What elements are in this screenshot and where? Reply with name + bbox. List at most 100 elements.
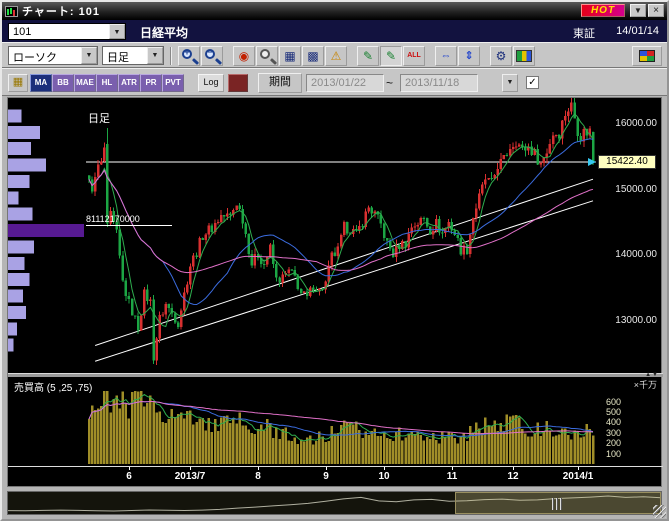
chart-navigator[interactable] [7, 491, 662, 515]
chart-type-select[interactable]: ローソク ▼ [8, 46, 98, 65]
splitter-arrows[interactable]: ▲▼ [645, 372, 659, 378]
grid-icon: ▦ [284, 49, 296, 63]
collapse-up-icon[interactable]: ▲ [645, 372, 653, 378]
collapse-down-icon[interactable]: ▼ [652, 372, 659, 378]
grid-button[interactable]: ▦ [279, 46, 301, 66]
toolbar-separator [170, 47, 172, 65]
delete-all-icon: ALL [407, 52, 421, 59]
chart-area: 日足 81112170000 15422.40 16000.00 15000.00… [7, 97, 663, 487]
time-tick-mark [452, 467, 453, 470]
grid-settings-button[interactable]: ▦ [8, 74, 28, 92]
time-tick-mark [513, 467, 514, 470]
date-dropdown-button[interactable]: ▼ [502, 74, 518, 92]
indicator-pr-button[interactable]: PR [140, 74, 162, 92]
fit-width-button[interactable]: ⇔ [435, 46, 457, 66]
draw-line-alt-button[interactable]: ✎ [380, 46, 402, 66]
chart-type-value: ローソク [13, 52, 57, 64]
volume-tick-label: 400 [606, 417, 622, 427]
time-tick-mark [384, 467, 385, 470]
compare-button[interactable] [228, 74, 248, 92]
time-tick-mark [129, 467, 130, 470]
indicator-atr-button[interactable]: ATR [118, 74, 140, 92]
volume-unit-label: ×千万 [633, 380, 657, 390]
capture-button[interactable]: ◉ [233, 46, 255, 66]
chevron-down-icon[interactable]: ▼ [147, 47, 163, 64]
timeframe-value: 日足 [107, 52, 129, 64]
window-title: チャート: 101 [22, 6, 100, 18]
titlebar[interactable]: チャート: 101 HOT ▼ × [2, 2, 667, 20]
quote-date: 14/01/14 [616, 25, 659, 37]
multi-chart-icon [639, 50, 655, 62]
time-tick-mark [190, 467, 191, 470]
palette-icon [516, 50, 532, 62]
close-button[interactable]: × [648, 4, 664, 17]
volume-panel[interactable]: 売買高 (5 ,25 ,75) [8, 377, 596, 466]
symbol-code-combo[interactable]: 101 ▼ [8, 23, 126, 40]
app-icon [5, 5, 18, 17]
resize-grip[interactable] [653, 505, 666, 518]
time-axis: 6 2013/7 8 9 10 11 12 2014/1 [8, 466, 663, 486]
symbol-code-value: 101 [13, 26, 32, 38]
indicator-bb-button[interactable]: BB [52, 74, 74, 92]
volume-tick-label: 500 [606, 407, 622, 417]
palette-button[interactable] [513, 46, 535, 66]
draw-line-button[interactable]: ✎ [357, 46, 379, 66]
time-tick-label: 8 [255, 471, 261, 482]
date-to-input[interactable]: 2013/11/18 [400, 74, 478, 92]
volume-panel-title: 売買高 (5 ,25 ,75) [14, 383, 93, 394]
settings-button[interactable]: ⚙ [490, 46, 512, 66]
indicator-hl-button[interactable]: HL [96, 74, 118, 92]
price-plot[interactable]: 日足 81112170000 [8, 98, 596, 373]
quote-bar: 101 ▼ 日経平均 東証 14/01/14 [2, 20, 667, 42]
panel-splitter[interactable]: ▲▼ [8, 372, 663, 378]
indicator-ma-button[interactable]: MA [30, 74, 52, 92]
volume-tick-label: 200 [606, 438, 622, 448]
multi-chart-button[interactable] [632, 46, 662, 66]
draw-line-alt-icon: ✎ [385, 49, 397, 63]
zoom-in-button[interactable]: + [178, 46, 200, 66]
zoom-in-icon [182, 49, 192, 59]
fit-height-button[interactable]: ⇕ [458, 46, 480, 66]
indicator-pvt-button[interactable]: PVT [162, 74, 184, 92]
period-button[interactable]: 期間 [258, 73, 302, 93]
volume-tick-label: 600 [606, 397, 622, 407]
indicator-mae-button[interactable]: MAE [74, 74, 96, 92]
zoom-out-button[interactable]: − [201, 46, 223, 66]
chevron-down-icon[interactable]: ▼ [81, 47, 97, 64]
symbol-name: 日経平均 [140, 26, 189, 40]
time-tick-label: 9 [323, 471, 329, 482]
magnifier-sign: + [184, 47, 190, 57]
price-tick-label: 15000.00 [615, 184, 657, 195]
indicator-toolbar: ▦ MA BB MAE HL ATR PR PVT Log 期間 2013/01/22 ~ … [2, 68, 667, 96]
minimize-button[interactable]: ▼ [630, 4, 646, 17]
settings-icon: ⚙ [495, 49, 507, 63]
navigator-thumb[interactable] [455, 492, 661, 514]
time-tick-label: 2013/7 [174, 471, 206, 482]
hot-button[interactable]: HOT [581, 4, 625, 17]
volume-tick-label: 300 [606, 428, 622, 438]
search-button[interactable] [256, 46, 278, 66]
current-price-badge: 15422.40 [598, 155, 656, 169]
volume-axis: ×千万 600 500 400 300 200 100 [596, 377, 661, 466]
volume-tick-label: 100 [606, 449, 622, 459]
time-tick-label: 6 [126, 471, 132, 482]
alert-button[interactable]: ⚠ [325, 46, 347, 66]
magnifier-handle [191, 58, 199, 65]
chevron-down-icon[interactable]: ▼ [109, 24, 125, 39]
time-tick-mark [326, 467, 327, 470]
date-from-input[interactable]: 2013/01/22 [306, 74, 384, 92]
price-tick-label: 13000.00 [615, 315, 657, 326]
capture-icon: ◉ [238, 49, 250, 63]
timeframe-select[interactable]: 日足 ▼ [102, 46, 164, 65]
grid-alt-button[interactable]: ▩ [302, 46, 324, 66]
search-icon [260, 49, 270, 59]
period-checkbox[interactable]: ✓ [526, 76, 539, 89]
fit-height-icon: ⇕ [464, 50, 474, 62]
delete-all-button[interactable]: ALL [403, 46, 425, 66]
log-scale-button[interactable]: Log [198, 74, 224, 92]
time-tick-label: 12 [507, 471, 519, 482]
magnifier-sign: − [207, 47, 213, 57]
magnifier-handle [214, 58, 222, 65]
panel-timeframe-label: 日足 [88, 113, 110, 125]
draw-line-icon: ✎ [362, 49, 374, 63]
